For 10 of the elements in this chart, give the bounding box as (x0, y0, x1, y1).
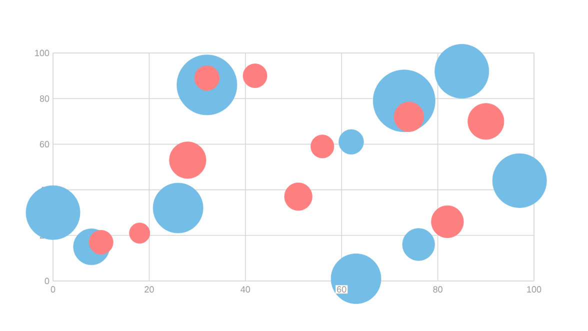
y-tick-label: 60 (40, 141, 50, 148)
x-tick-label: 100 (527, 286, 542, 293)
x-tick-label: 40 (240, 286, 250, 293)
x-tick-label: 0 (50, 286, 56, 293)
x-tick-label: 60 (337, 286, 346, 293)
x-tick-label: 80 (433, 286, 442, 293)
y-tick-label: 80 (40, 95, 50, 102)
y-tick-label: 100 (35, 50, 50, 56)
x-tick-label: 20 (144, 286, 154, 293)
y-tick-label: 0 (44, 278, 50, 284)
